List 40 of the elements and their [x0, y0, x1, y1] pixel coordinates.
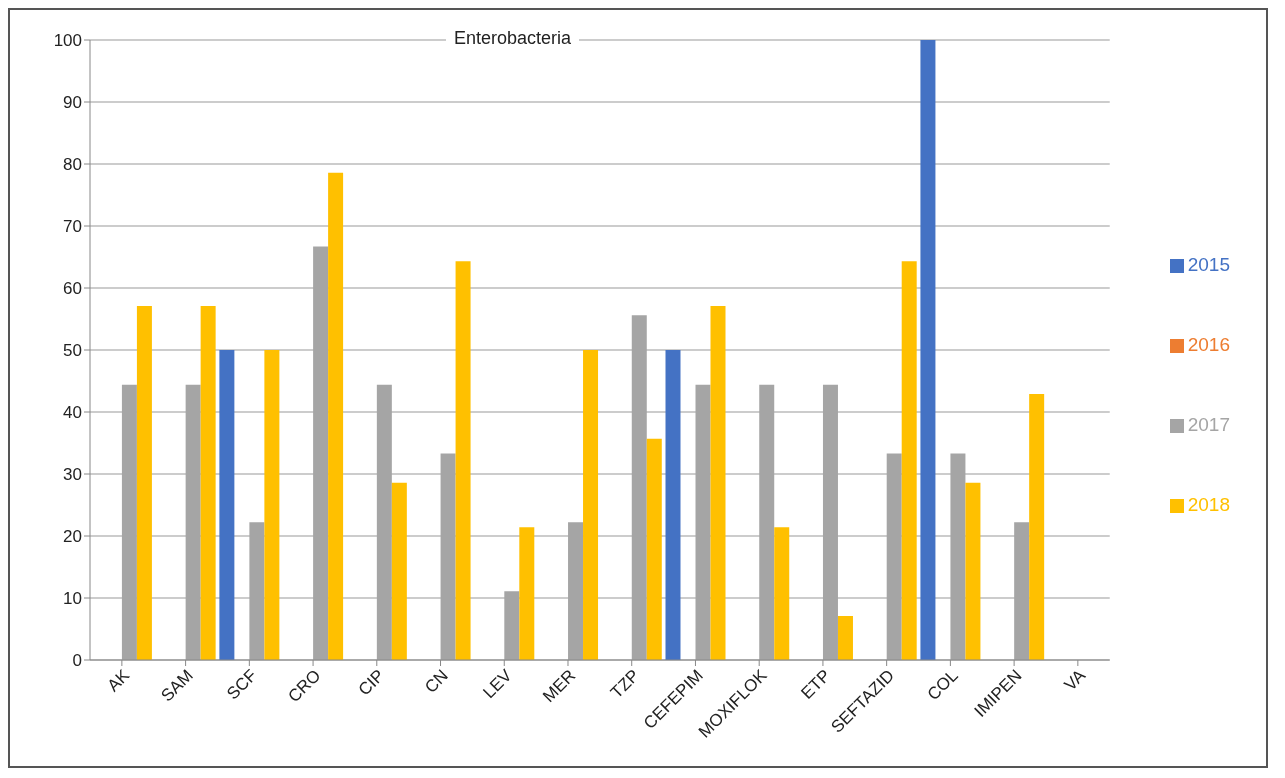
bar: [1029, 394, 1045, 660]
bar: [583, 350, 599, 660]
bar: [136, 305, 152, 660]
y-tick-label: 20: [63, 527, 82, 547]
bar: [264, 350, 280, 660]
bar: [965, 482, 981, 660]
legend-label: 2016: [1187, 334, 1230, 355]
legend-label: 2017: [1187, 414, 1230, 435]
y-tick-label: 40: [63, 403, 82, 423]
bar: [391, 482, 407, 660]
x-tick-label: TZP: [606, 665, 644, 703]
legend-label: 2018: [1187, 494, 1230, 515]
bar: [219, 350, 235, 660]
y-tick-label: 100: [53, 31, 82, 51]
bar: [665, 350, 681, 660]
x-tick-label: COL: [923, 665, 962, 705]
x-tick-label: CN: [421, 665, 452, 697]
bar: [328, 172, 344, 660]
y-tick-label: 50: [63, 341, 82, 361]
bar: [774, 527, 790, 660]
y-tick-label: 90: [63, 93, 82, 113]
y-tick-label: 80: [63, 155, 82, 175]
bar: [710, 305, 726, 660]
x-tick-label: AK: [103, 665, 134, 696]
y-tick-label: 0: [72, 651, 82, 671]
y-tick-label: 10: [63, 589, 82, 609]
bar: [519, 527, 535, 660]
y-tick-label: 70: [63, 217, 82, 237]
bar: [901, 261, 917, 660]
x-tick-label: VA: [1060, 665, 1090, 695]
bar: [920, 40, 936, 660]
chart-title: Enterobacteria: [445, 28, 580, 48]
bar: [455, 261, 471, 660]
bar: [837, 615, 853, 660]
bar: [646, 438, 662, 660]
legend-label: 2015: [1187, 254, 1230, 275]
x-tick-label: CIP: [354, 665, 389, 700]
bar: [200, 305, 216, 660]
y-tick-label: 60: [63, 279, 82, 299]
y-tick-label: 30: [63, 465, 82, 485]
